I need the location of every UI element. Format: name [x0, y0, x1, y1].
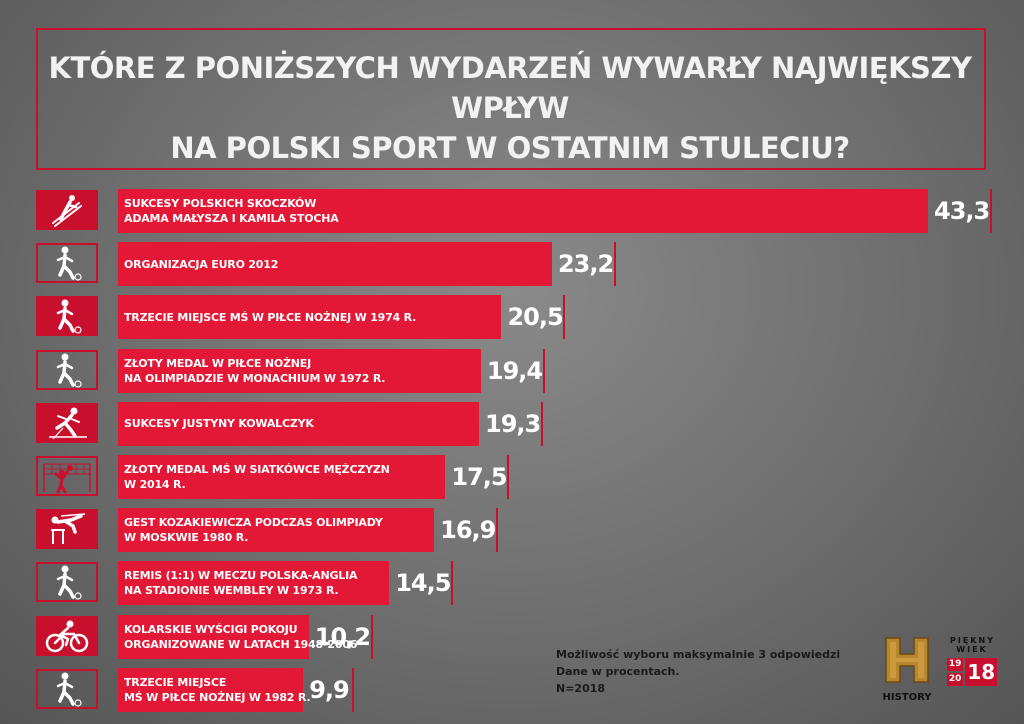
bar-row: SUKCESY POLSKICH SKOCZKÓW ADAMA MAŁYSZA …	[0, 186, 1024, 234]
volleyball-icon	[36, 456, 98, 496]
ski-jumper-icon	[36, 190, 98, 230]
bar-row: TRZECIE MIEJSCE MŚ W PIŁCE NOŻNEJ W 1974…	[0, 292, 1024, 340]
bar	[118, 401, 480, 446]
bar-row: REMIS (1:1) W MECZU POLSKA-ANGLIA NA STA…	[0, 558, 1024, 606]
bar	[118, 561, 390, 606]
bar	[118, 508, 435, 553]
football-player-icon	[36, 243, 98, 284]
bar-end-tick	[370, 614, 373, 659]
bar	[118, 455, 446, 499]
title-line-1: KTÓRE Z PONIŻSZYCH WYDARZEŃ WYWARŁY NAJW…	[48, 51, 972, 125]
bar-value-label: 19,4	[486, 356, 543, 385]
history-logo-text: HISTORY	[882, 692, 932, 703]
bar-value-label: 9,9	[309, 675, 350, 704]
pole-vault-icon	[36, 509, 98, 550]
bar-value-label: 16,9	[440, 516, 496, 545]
bar-value-label: 19,3	[485, 409, 541, 438]
bar-end-tick	[352, 667, 355, 712]
history-logo: HISTORY	[880, 636, 934, 703]
bar	[118, 242, 552, 287]
bar-value-label: 23,2	[557, 250, 614, 279]
bar-label: ZŁOTY MEDAL W PIŁCE NOŻNEJ NA OLIMPIADZI…	[124, 356, 386, 385]
bar-label: GEST KOZAKIEWICZA PODCZAS OLIMPIADY W MO…	[124, 516, 383, 545]
notes: Możliwość wyboru maksymalnie 3 odpowiedz…	[556, 646, 840, 697]
bar-row: KOLARSKIE WYŚCIGI POKOJU ORGANIZOWANE W …	[0, 612, 1024, 660]
bar-end-tick	[613, 242, 616, 287]
bar-value-label: 43,3	[934, 197, 990, 225]
bar-value-label: 20,5	[507, 303, 563, 332]
note-line-3: N=2018	[556, 682, 606, 695]
football-player-icon	[36, 349, 98, 390]
bar-value-label: 14,5	[395, 569, 451, 598]
bar-label: ZŁOTY MEDAL MŚ W SIATKÓWCE MĘŻCZYZN W 20…	[124, 463, 390, 491]
year-part-20: 20	[946, 673, 964, 686]
history-h-icon	[885, 637, 929, 683]
bar-row: ORGANIZACJA EURO 2012 23,2	[0, 239, 1024, 287]
bar-label: REMIS (1:1) W MECZU POLSKA-ANGLIA NA STA…	[124, 569, 358, 598]
bar-row: ZŁOTY MEDAL W PIŁCE NOŻNEJ NA OLIMPIADZI…	[0, 346, 1024, 394]
bar-end-tick	[541, 401, 544, 446]
bar-label: SUKCESY POLSKICH SKOCZKÓW ADAMA MAŁYSZA …	[124, 197, 339, 225]
title-frame	[36, 28, 986, 170]
bar-end-tick	[451, 561, 454, 606]
title-line-2: NA POLSKI SPORT W OSTATNIM STULECIU?	[170, 131, 850, 165]
bar-row: TRZECIE MIEJSCE MŚ W PIŁCE NOŻNEJ W 1982…	[0, 665, 1024, 713]
note-line-2: Dane w procentach.	[556, 665, 680, 678]
bar	[118, 667, 304, 712]
bar-end-tick	[563, 295, 566, 340]
bar	[118, 295, 502, 340]
bar-row: SUKCESY JUSTYNY KOWALCZYK 19,3	[0, 399, 1024, 447]
bar-value-label: 10,2	[314, 622, 371, 651]
bar-label: TRZECIE MIEJSCE MŚ W PIŁCE NOŻNEJ W 1982…	[124, 675, 311, 704]
bar-end-tick	[507, 455, 510, 499]
note-line-1: Możliwość wyboru maksymalnie 3 odpowiedz…	[556, 648, 841, 661]
piekny-wiek-mid: WIEK	[956, 645, 988, 654]
bar-label: TRZECIE MIEJSCE MŚ W PIŁCE NOŻNEJ W 1974…	[124, 310, 417, 324]
bar-label: ORGANIZACJA EURO 2012	[124, 257, 279, 271]
bar-label: SUKCESY JUSTYNY KOWALCZYK	[124, 417, 314, 431]
bar-end-tick	[496, 508, 499, 553]
football-player-icon	[36, 668, 98, 709]
bar-end-tick	[990, 189, 992, 233]
football-player-icon	[36, 296, 98, 337]
bar-value-label: 17,5	[451, 463, 507, 491]
year-part-18: 18	[965, 658, 998, 686]
cyclist-icon	[36, 615, 98, 656]
chart-title: KTÓRE Z PONIŻSZYCH WYDARZEŃ WYWARŁY NAJW…	[40, 48, 980, 168]
bar-row: GEST KOZAKIEWICZA PODCZAS OLIMPIADY W MO…	[0, 505, 1024, 553]
bar	[118, 189, 928, 233]
bar-row: ZŁOTY MEDAL MŚ W SIATKÓWCE MĘŻCZYZN W 20…	[0, 452, 1024, 500]
bar-end-tick	[542, 348, 545, 393]
bar	[118, 348, 481, 393]
football-player-icon	[36, 562, 98, 603]
year-part-19: 19	[946, 658, 964, 671]
bar-label: KOLARSKIE WYŚCIGI POKOJU ORGANIZOWANE W …	[124, 622, 358, 651]
bar	[118, 614, 309, 659]
piekny-wiek-top: PIĘKNY	[950, 636, 995, 645]
piekny-wiek-logo: PIĘKNY WIEK 19 20 18	[946, 636, 998, 700]
cross-country-skier-icon	[36, 402, 98, 443]
